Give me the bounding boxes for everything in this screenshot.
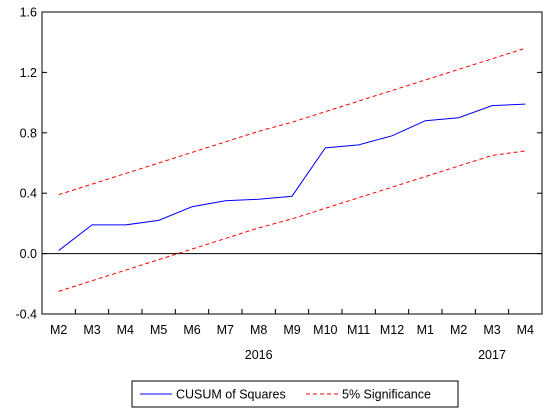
x-tick-label: M4 (517, 323, 534, 337)
significance-upper-line (58, 47, 526, 196)
legend-box (131, 380, 459, 408)
x-tick-label: M2 (50, 323, 67, 337)
y-tick-label: 1.2 (20, 66, 37, 80)
series-layer (58, 47, 526, 292)
x-tick-label: M1 (417, 323, 434, 337)
y-tick-label: -0.4 (15, 308, 37, 322)
y-tick-label: 0.4 (20, 187, 37, 201)
y-tick-label: 0.8 (20, 126, 37, 140)
y-axis: -0.4 0.0 0.4 0.8 1.2 1.6 (15, 6, 542, 322)
x-tick-label: M12 (380, 323, 404, 337)
x-tick-label: M5 (150, 323, 167, 337)
legend-label-significance: 5% Significance (342, 388, 431, 402)
x-tick-label: M11 (347, 323, 370, 337)
y-tick-label: 1.6 (20, 6, 37, 20)
significance-lower-line (58, 150, 526, 292)
year-label: 2017 (478, 348, 506, 362)
plot-frame (41, 11, 543, 315)
x-axis: M2 M3 M4 M5 M6 M7 M8 M9 M10 M11 M12 M1 M2 M3 M4 (50, 309, 534, 337)
x-tick-label: M2 (450, 323, 467, 337)
x-tick-label: M9 (283, 323, 300, 337)
x-tick-label: M6 (183, 323, 200, 337)
year-labels: 2016 2017 (245, 348, 506, 362)
x-tick-label: M3 (483, 323, 500, 337)
legend: CUSUM of Squares 5% Significance (131, 380, 459, 408)
x-tick-label: M8 (250, 323, 267, 337)
x-tick-label: M10 (313, 323, 337, 337)
x-tick-label: M7 (217, 323, 234, 337)
y-tick-label: 0.0 (20, 247, 37, 261)
cusum-of-squares-line (58, 103, 526, 251)
x-tick-label: M3 (83, 323, 100, 337)
x-tick-label: M4 (117, 323, 134, 337)
year-label: 2016 (245, 348, 273, 362)
legend-label-cusum: CUSUM of Squares (176, 388, 286, 402)
